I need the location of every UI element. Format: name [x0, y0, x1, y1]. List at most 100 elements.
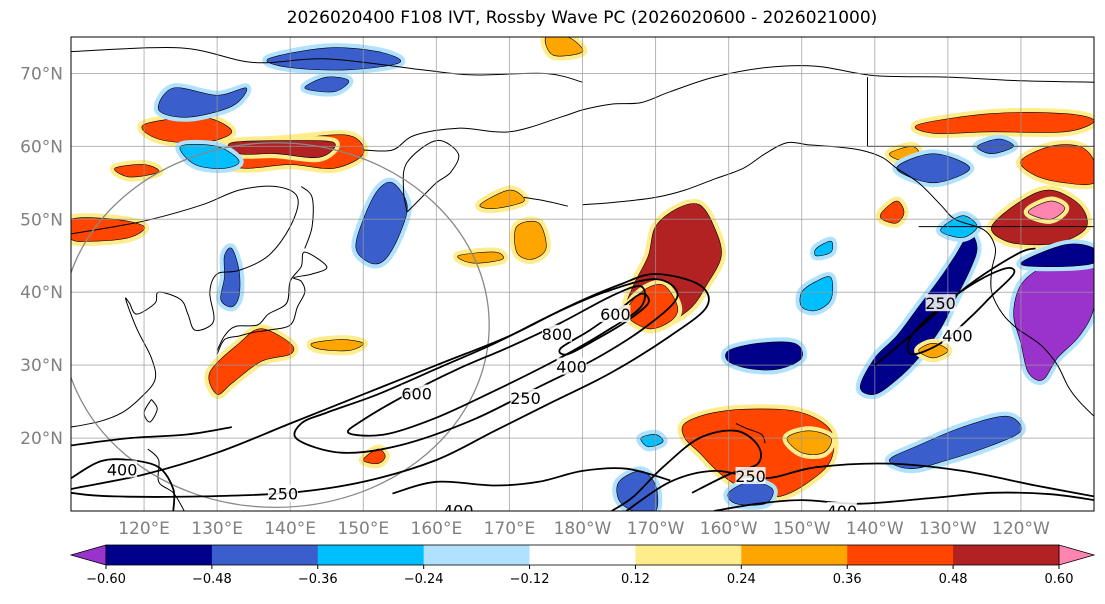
colorbar-tick-label: −0.36	[298, 572, 338, 587]
colorbar-min-extend	[69, 544, 107, 566]
reference-circle	[71, 142, 490, 508]
lon-tick-label: 150°E	[337, 519, 389, 539]
contour-label-bg	[826, 502, 857, 511]
lon-tick-label: 170°W	[627, 519, 685, 539]
lat-tick-label: 60°N	[20, 137, 63, 157]
coastline	[300, 186, 314, 249]
pc-blob	[914, 112, 1094, 134]
pc-blob	[725, 341, 803, 371]
pc-fill-layer	[71, 37, 1094, 511]
pc-blob	[786, 430, 832, 455]
colorbar-tick-label: 0.12	[621, 572, 650, 587]
coastline	[735, 423, 766, 444]
longitude-axis: 120°E 130°E 140°E 150°E 160°E 170°E 180°W 170°W…	[118, 519, 1050, 539]
lat-tick-label: 50°N	[20, 210, 63, 230]
lon-tick-label: 130°E	[191, 519, 243, 539]
reference-circle	[71, 142, 490, 508]
contour-label: 400	[827, 502, 858, 521]
contour-label-bg	[925, 294, 956, 312]
colorbar-tick-label: −0.12	[510, 572, 550, 587]
ivt-contour-250	[71, 273, 710, 498]
contour-label-bg	[942, 326, 973, 344]
colorbar-outline	[105, 544, 1060, 566]
ivt-contour-250	[874, 247, 1036, 366]
ivt-contour-400	[713, 491, 1094, 511]
contour-label-bg	[510, 388, 541, 406]
pc-blob	[896, 153, 971, 184]
lon-tick-label: 120°E	[118, 519, 170, 539]
colorbar-tick-label: −0.48	[192, 572, 232, 587]
lon-tick-label: 140°W	[846, 519, 904, 539]
coastline	[216, 251, 328, 355]
pc-blob	[179, 144, 240, 169]
pc-blob	[157, 87, 248, 118]
lat-tick-label: 30°N	[20, 356, 63, 376]
ivt-contour-800	[558, 292, 650, 356]
lat-tick-label: 40°N	[20, 283, 63, 303]
coastline	[363, 65, 1094, 152]
contour-label-bg	[443, 501, 474, 511]
ivt-contour-400	[71, 458, 176, 511]
pc-blob	[355, 181, 408, 265]
colorbar-swatch	[741, 545, 848, 565]
coastline	[523, 196, 569, 207]
contour-label: 250	[510, 389, 541, 408]
ivt-contour-400	[293, 278, 679, 454]
contour-label: 400	[107, 460, 138, 479]
colorbar-swatch	[635, 545, 742, 565]
colorbar-swatch	[317, 545, 425, 565]
gridlines	[71, 37, 1094, 511]
lat-tick-label: 20°N	[20, 429, 63, 449]
contour-label-bg	[600, 305, 631, 323]
contour-label: 600	[401, 385, 432, 404]
colorbar-swatch	[423, 545, 531, 565]
colorbar-swatch	[106, 545, 213, 565]
contour-label: 600	[600, 305, 631, 324]
colorbar-tick-label: −0.60	[86, 572, 126, 587]
pc-blob	[514, 220, 547, 260]
colorbar-tick-label: 0.36	[833, 572, 862, 587]
coastline	[71, 185, 299, 428]
pc-blob	[1020, 144, 1094, 186]
lon-tick-label: 170°E	[484, 519, 536, 539]
colorbar-swatch	[529, 545, 636, 565]
contour-label: 250	[925, 294, 956, 313]
contour-label: 400	[942, 326, 973, 345]
latitude-axis: 70°N 60°N 50°N 40°N 30°N 20°N	[20, 64, 63, 449]
coastline	[143, 399, 158, 423]
lat-tick-label: 70°N	[20, 64, 63, 84]
pc-blob	[640, 434, 664, 448]
ivt-contour-250	[392, 467, 671, 495]
colorbar-swatch	[211, 545, 319, 565]
contour-label-bg	[556, 357, 587, 375]
pc-blob	[1027, 200, 1066, 220]
contour-label-bg	[267, 484, 298, 502]
colorbar-tick-label: 0.24	[727, 572, 756, 587]
contour-label: 250	[735, 467, 766, 486]
pc-blob	[814, 240, 834, 257]
colorbar-swatch	[847, 545, 954, 565]
contour-label: 400	[556, 358, 587, 377]
lon-tick-label: 120°W	[992, 519, 1050, 539]
pc-blob	[1020, 243, 1094, 268]
colorbar-tick-label: 0.48	[939, 572, 968, 587]
map-frame	[70, 36, 1095, 512]
ivt-contour-250	[71, 426, 232, 447]
colorbar-swatch	[953, 545, 1060, 565]
lon-tick-label: 140°E	[264, 519, 316, 539]
contour-label-bg	[541, 324, 572, 342]
pc-blob	[310, 339, 364, 352]
lon-tick-label: 160°E	[411, 519, 463, 539]
lon-tick-label: 180°W	[554, 519, 612, 539]
map-title: 2026020400 F108 IVT, Rossby Wave PC (202…	[286, 8, 878, 28]
coastline	[402, 140, 460, 213]
ivt-contour-600	[346, 285, 646, 437]
ivt-contour-250	[625, 462, 1094, 511]
lon-tick-label: 150°W	[773, 519, 831, 539]
contour-label-layer: 800 600 400 250 600 400 250 250 400 400 400 250	[107, 294, 973, 521]
contour-label-bg	[735, 466, 766, 484]
contour-label: 250	[268, 484, 299, 503]
colorbar-tick-label: 0.60	[1045, 572, 1074, 587]
pc-blob	[304, 76, 350, 93]
